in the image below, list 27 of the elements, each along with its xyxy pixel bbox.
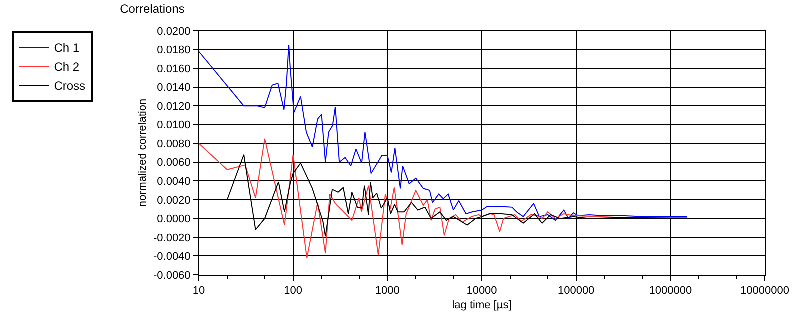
x-axis-title: lag time [µs]	[452, 299, 512, 312]
legend-label: Ch 2	[54, 60, 80, 74]
x-tick-label: 100000	[558, 285, 595, 298]
y-tick-label: 0.0200	[157, 26, 191, 38]
legend-label: Ch 1	[54, 41, 80, 56]
chart-title: Correlations	[120, 2, 185, 16]
y-tick-label: 0.0060	[157, 157, 191, 170]
y-tick-label: 0.0000	[157, 214, 191, 226]
x-tick-label: 10000	[466, 285, 498, 298]
y-tick-label: 0.0120	[157, 100, 191, 113]
y-tick-label: -0.0060	[153, 270, 191, 282]
y-tick-label: -0.0040	[153, 251, 191, 264]
y-tick-label: -0.0020	[153, 232, 191, 244]
y-tick-label: 0.0140	[157, 82, 191, 94]
x-tick-label: 100	[284, 285, 303, 298]
x-tick-label: 1000000	[649, 285, 692, 298]
y-axis-title: normalized correlation	[137, 98, 150, 208]
y-tick-label: 0.0180	[157, 44, 191, 57]
y-tick-label: 0.0040	[157, 176, 191, 188]
y-tick-label: 0.0100	[157, 120, 191, 132]
y-tick-label: 0.0160	[157, 63, 191, 76]
x-tick-label: 1000	[375, 285, 400, 298]
legend-label: Cross	[54, 79, 86, 94]
x-tick-label: 10	[192, 285, 206, 298]
y-tick-label: 0.0020	[157, 194, 191, 207]
y-tick-label: 0.0080	[157, 138, 191, 150]
x-tick-label: 10000000	[740, 285, 790, 298]
